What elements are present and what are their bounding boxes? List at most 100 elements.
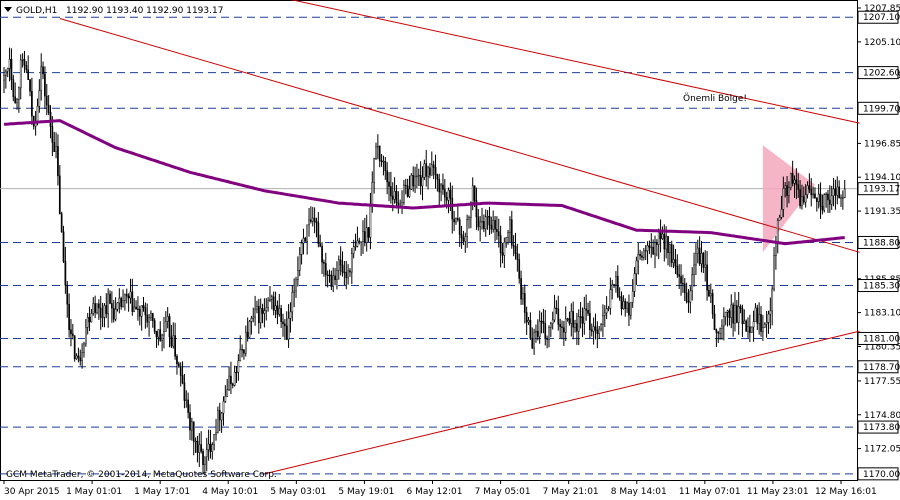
candle-body — [427, 167, 429, 177]
candle-body — [644, 250, 647, 252]
candle-body — [347, 270, 349, 279]
candle-body — [21, 59, 24, 61]
level-price-label: 1173.80 — [863, 423, 900, 433]
candle-body — [501, 252, 504, 256]
candle-body — [70, 329, 72, 335]
candle-body — [174, 335, 176, 357]
chart-symbol: GOLD,H1 — [16, 6, 57, 16]
candle-body — [661, 233, 664, 239]
candle-body — [479, 221, 482, 228]
candle-body — [421, 176, 424, 187]
candle-body — [124, 293, 126, 301]
level-price-box — [857, 279, 899, 293]
candle-body — [602, 315, 604, 326]
y-tick-label: 1205.10 — [864, 38, 900, 48]
candle-body — [12, 79, 15, 98]
candle-body — [257, 305, 260, 324]
candle-body — [607, 308, 610, 310]
candle-body — [337, 259, 340, 271]
candle-body — [436, 174, 439, 180]
candle-body — [456, 218, 459, 221]
candle-body — [434, 167, 437, 176]
candle-body — [419, 174, 422, 187]
candle-body — [410, 174, 413, 190]
candle-body — [181, 375, 184, 384]
candle-body — [765, 322, 768, 325]
candle-body — [804, 194, 807, 203]
candle-body — [423, 163, 426, 178]
candle-body — [540, 320, 543, 323]
candle-body — [417, 174, 420, 177]
candle-body — [220, 412, 223, 421]
candle-body — [735, 305, 738, 323]
candle-body — [218, 410, 221, 421]
candle-body — [291, 292, 294, 313]
candle-body — [838, 186, 840, 199]
candle-body — [373, 158, 375, 183]
level-price-label: 1185.30 — [863, 282, 900, 292]
candle-body — [25, 65, 28, 70]
candle-body — [520, 278, 522, 300]
candle-body — [652, 246, 654, 255]
candle-body — [698, 247, 701, 265]
candle-body — [791, 172, 794, 184]
candle-body — [350, 253, 353, 273]
candle-body — [81, 352, 83, 362]
candle-body — [670, 244, 673, 263]
candle-body — [499, 235, 502, 254]
candle-body — [825, 193, 827, 196]
candle-body — [406, 185, 409, 197]
candle-body — [585, 308, 588, 311]
candle-body — [566, 318, 569, 320]
candle-body — [310, 219, 312, 222]
candle-body — [324, 263, 327, 276]
x-tick-label: 11 May 23:01 — [747, 487, 809, 497]
candle-body — [29, 79, 31, 92]
candle-body — [404, 184, 407, 187]
candle-body — [133, 306, 136, 312]
candle-body — [233, 371, 236, 386]
candle-body — [384, 161, 387, 171]
candle-body — [377, 146, 379, 148]
candle-body — [163, 331, 165, 336]
x-tick-label: 1 May 01:01 — [66, 487, 122, 497]
candle-body — [135, 306, 137, 310]
candle-body — [334, 275, 336, 280]
candle-body — [391, 195, 394, 200]
trend-lines — [59, 0, 860, 475]
candle-body — [522, 293, 524, 300]
candle-body — [382, 161, 385, 163]
triangle-down-icon[interactable] — [4, 7, 12, 12]
y-tick-label: 1196.85 — [864, 139, 900, 149]
candle-body — [10, 59, 13, 80]
candle-body — [507, 232, 509, 238]
candle-body — [246, 331, 249, 338]
candle-body — [222, 401, 225, 414]
candle-body — [695, 253, 697, 266]
candle-body — [352, 246, 355, 254]
candle-body — [14, 96, 17, 103]
candle-body — [116, 302, 119, 310]
x-tick-label: 1 May 17:01 — [134, 487, 190, 497]
candle-body — [815, 197, 818, 202]
candle-body — [217, 410, 219, 433]
candle-body — [191, 421, 193, 431]
candle-body — [274, 305, 277, 311]
candle-body — [470, 202, 472, 218]
candle-body — [302, 237, 305, 244]
candle-body — [332, 275, 335, 287]
candle-body — [799, 189, 801, 207]
candle-body — [483, 221, 485, 230]
candle-body — [237, 360, 240, 373]
candle-body — [570, 311, 573, 324]
candle-body — [339, 259, 342, 266]
candle-body — [213, 434, 216, 445]
candle-body — [209, 443, 212, 452]
candle-body — [739, 306, 742, 309]
candle-body — [319, 243, 322, 247]
x-tick-label: 30 Apr 2015 — [4, 487, 60, 497]
candle-body — [101, 316, 104, 319]
trend-line — [59, 17, 860, 253]
candle-body — [311, 217, 314, 222]
